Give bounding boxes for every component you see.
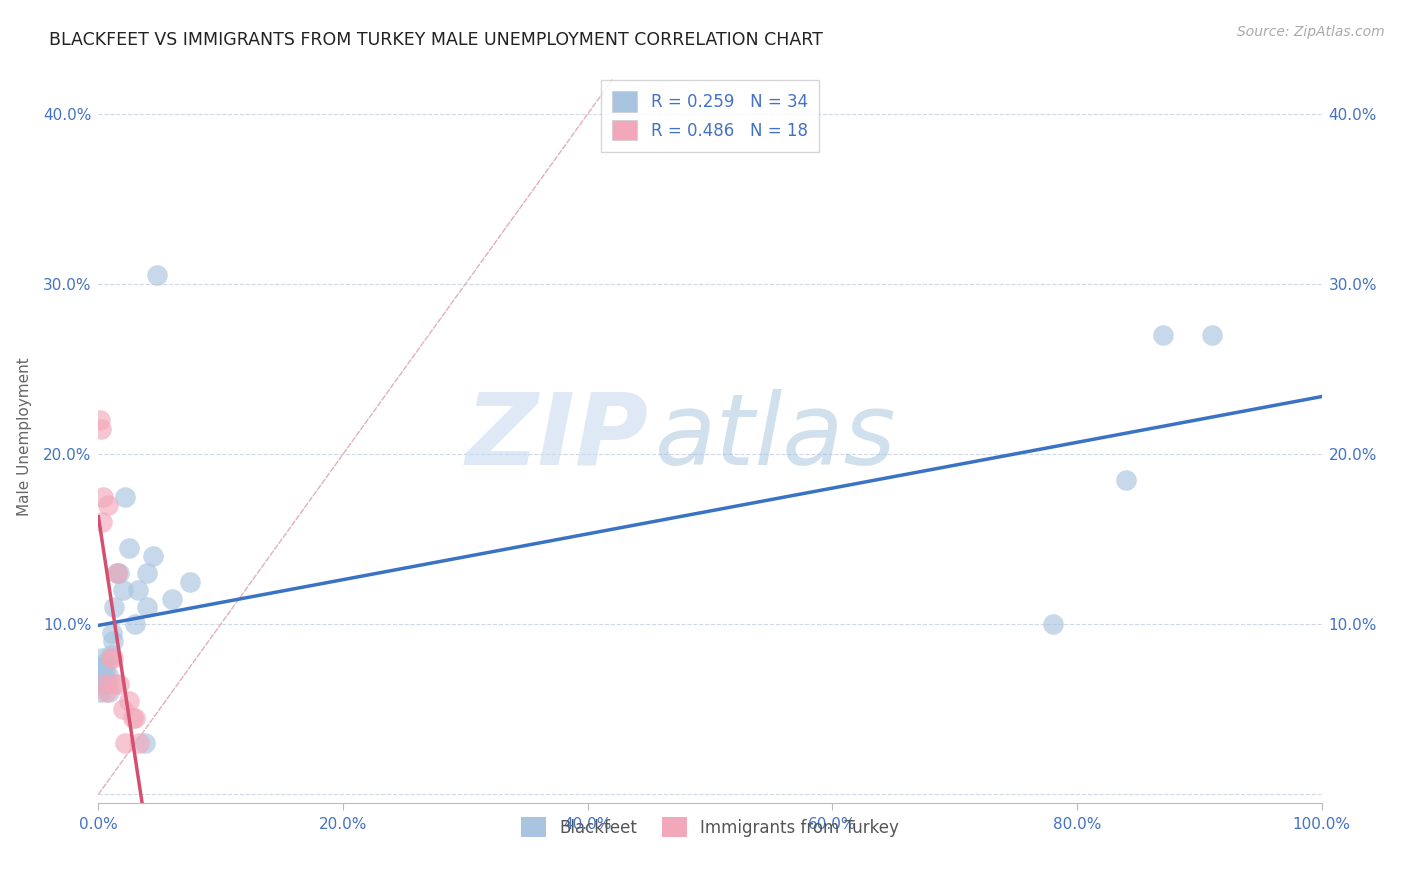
Point	[90, 677, 112, 691]
Point	[1152, 328, 1174, 343]
Point	[160, 591, 183, 606]
Point	[97, 668, 120, 682]
Point	[91, 668, 114, 682]
Point	[103, 600, 125, 615]
Point	[1201, 328, 1223, 343]
Point	[105, 566, 128, 581]
Point	[124, 711, 146, 725]
Point	[91, 490, 114, 504]
Point	[89, 413, 111, 427]
Point	[100, 651, 122, 665]
Point	[118, 541, 141, 555]
Point	[136, 600, 159, 615]
Point	[93, 677, 115, 691]
Point	[100, 648, 122, 662]
Point	[94, 655, 117, 669]
Point	[97, 498, 120, 512]
Point	[93, 665, 115, 679]
Point	[114, 490, 136, 504]
Point	[89, 685, 111, 699]
Text: BLACKFEET VS IMMIGRANTS FROM TURKEY MALE UNEMPLOYMENT CORRELATION CHART: BLACKFEET VS IMMIGRANTS FROM TURKEY MALE…	[49, 31, 823, 49]
Point	[91, 659, 114, 673]
Text: Source: ZipAtlas.com: Source: ZipAtlas.com	[1237, 25, 1385, 39]
Point	[108, 677, 131, 691]
Text: ZIP: ZIP	[465, 389, 648, 485]
Point	[1115, 473, 1137, 487]
Point	[90, 421, 112, 435]
Point	[111, 702, 134, 716]
Point	[90, 659, 112, 673]
Point	[93, 672, 115, 686]
Point	[105, 566, 128, 581]
Legend: Blackfeet, Immigrants from Turkey: Blackfeet, Immigrants from Turkey	[513, 809, 907, 846]
Point	[91, 515, 114, 529]
Point	[103, 677, 125, 691]
Point	[98, 685, 121, 699]
Point	[127, 583, 149, 598]
Point	[96, 677, 118, 691]
Y-axis label: Male Unemployment: Male Unemployment	[17, 358, 32, 516]
Point	[134, 736, 156, 750]
Text: atlas: atlas	[655, 389, 897, 485]
Point	[179, 574, 201, 589]
Point	[94, 685, 117, 699]
Point	[101, 651, 124, 665]
Point	[108, 566, 131, 581]
Point	[128, 736, 150, 750]
Point	[118, 694, 141, 708]
Point	[124, 617, 146, 632]
Point	[1042, 617, 1064, 632]
Point	[136, 566, 159, 581]
Point	[101, 625, 124, 640]
Point	[91, 651, 114, 665]
Point	[142, 549, 165, 563]
Point	[114, 736, 136, 750]
Point	[111, 583, 134, 598]
Point	[121, 711, 143, 725]
Point	[146, 268, 169, 283]
Point	[101, 634, 124, 648]
